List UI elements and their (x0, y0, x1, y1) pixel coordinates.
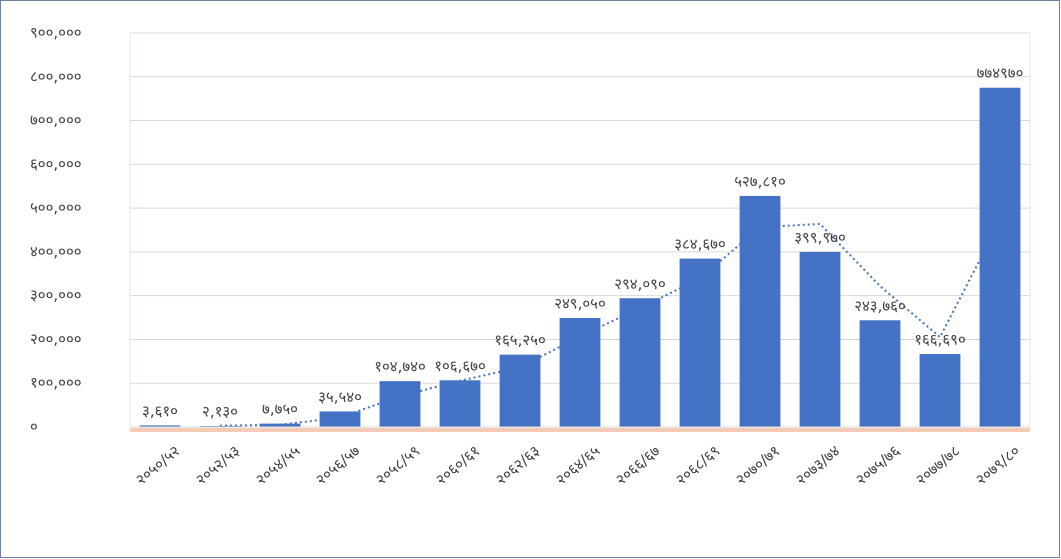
data-label: ७७४९७० (977, 64, 1024, 82)
bar (859, 320, 901, 427)
y-tick-label: ३००,००० (30, 286, 82, 304)
y-tick-label: ० (30, 418, 38, 436)
y-tick-label: २००,००० (30, 330, 82, 348)
bar (379, 381, 421, 427)
bar (439, 380, 481, 427)
y-tick-label: ५००,००० (30, 199, 82, 217)
data-label: २९४,०९० (614, 275, 666, 293)
data-label: ३८४,६७० (674, 235, 726, 253)
y-tick-label: ९००,००० (30, 24, 82, 42)
data-label: २४९,०५० (554, 294, 606, 312)
y-tick-label: ४००,००० (30, 242, 82, 260)
y-tick-label: ७००,००० (30, 111, 82, 129)
bar (739, 195, 781, 427)
y-tick-label: ६००,००० (30, 155, 82, 173)
y-tick-label: १००,००० (30, 374, 82, 392)
bar (799, 251, 841, 427)
data-label: ३,६१० (142, 402, 178, 420)
bar (139, 425, 181, 427)
trendline (219, 220, 1001, 427)
bar (499, 354, 541, 427)
data-label: ३५,५४० (318, 388, 362, 406)
data-label: २,१३० (202, 403, 238, 421)
data-label: २४३,७६० (854, 297, 906, 315)
bar (679, 258, 721, 427)
bar (559, 317, 601, 427)
data-label: ३९९,९७० (794, 228, 846, 246)
data-label: १०४,७४० (374, 358, 426, 376)
y-tick-label: ८००,००० (30, 67, 82, 85)
data-label: ५२७,८१० (734, 172, 786, 190)
data-label: १६६,६९० (914, 331, 966, 349)
bar (319, 411, 361, 427)
data-label: १०६,६७० (434, 357, 486, 375)
bar (619, 298, 661, 427)
bar (919, 354, 961, 427)
bar (979, 87, 1021, 428)
data-label: ७,७५० (262, 400, 298, 418)
data-label: १६५,२५० (494, 331, 546, 349)
